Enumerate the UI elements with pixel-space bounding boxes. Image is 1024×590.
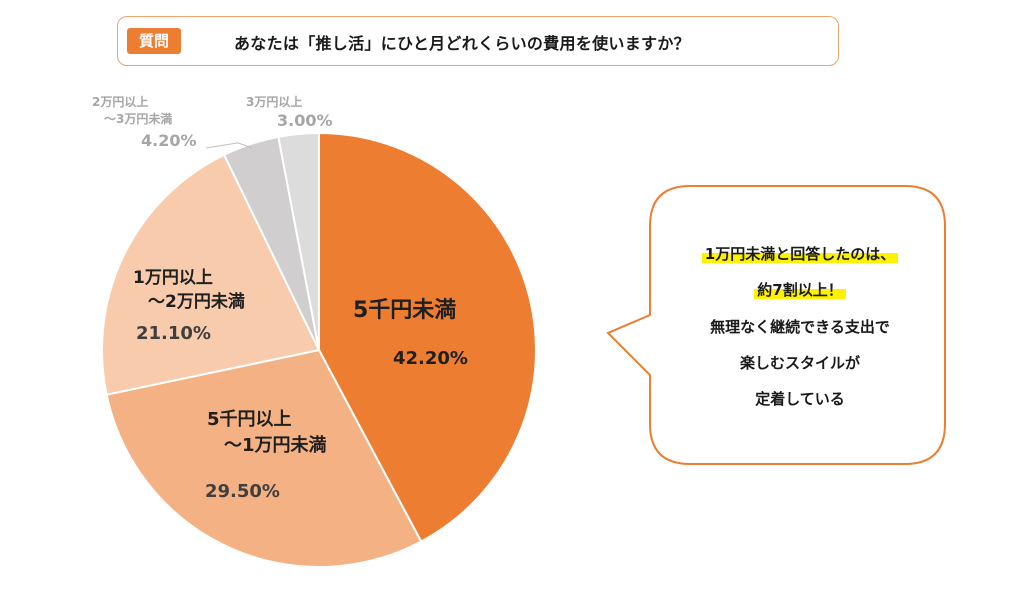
slice-label-5000-10000-line1: 5千円以上 <box>207 409 292 430</box>
question-box: 質問 あなたは「推し活」にひと月どれくらいの費用を使いますか？ <box>117 16 839 66</box>
slice-label-10000-20000-line2: 〜2万円未満 <box>148 292 245 312</box>
pie-slice-5 <box>277 131 320 351</box>
slice-value-5000-under: 42.20% <box>393 348 468 369</box>
slice-label-5000-10000-line2: 〜1万円未満 <box>224 435 327 456</box>
callout-highlight-2: 約7割以上！ <box>754 281 846 299</box>
slice-value-5000-10000: 29.50% <box>205 481 280 502</box>
callout-line-4: 楽しむスタイルが <box>739 354 860 372</box>
slice-value-20000-30000: 4.20% <box>141 131 197 150</box>
question-text: あなたは「推し活」にひと月どれくらいの費用を使いますか？ <box>234 34 690 53</box>
slice-label-20000-30000-line1: 2万円以上 <box>92 95 149 109</box>
slice-label-20000-30000-line2: 〜3万円未満 <box>104 112 173 126</box>
pie-slice-2 <box>105 348 423 568</box>
pie-slice-1 <box>318 131 537 543</box>
pie-slice-3 <box>101 153 321 396</box>
slice-label-30000-over: 3万円以上 <box>246 95 303 109</box>
question-badge: 質問 <box>127 28 181 54</box>
callout-line-2: 約7割以上！ <box>650 279 950 300</box>
slice-value-10000-20000: 21.10% <box>136 323 211 344</box>
slice-value-30000-over: 3.00% <box>277 111 333 130</box>
callout-highlight-1: 1万円未満と回答したのは、 <box>701 245 899 263</box>
slice-label-10000-20000-line1: 1万円以上 <box>133 268 213 288</box>
callout-line-3: 無理なく継続できる支出で <box>710 318 890 336</box>
slice-label-5000-under: 5千円未満 <box>353 298 457 323</box>
callout-line-1: 1万円未満と回答したのは、 <box>650 243 950 264</box>
callout-line-5: 定着している <box>755 390 845 408</box>
leader-line-20000-30000 <box>205 142 253 149</box>
